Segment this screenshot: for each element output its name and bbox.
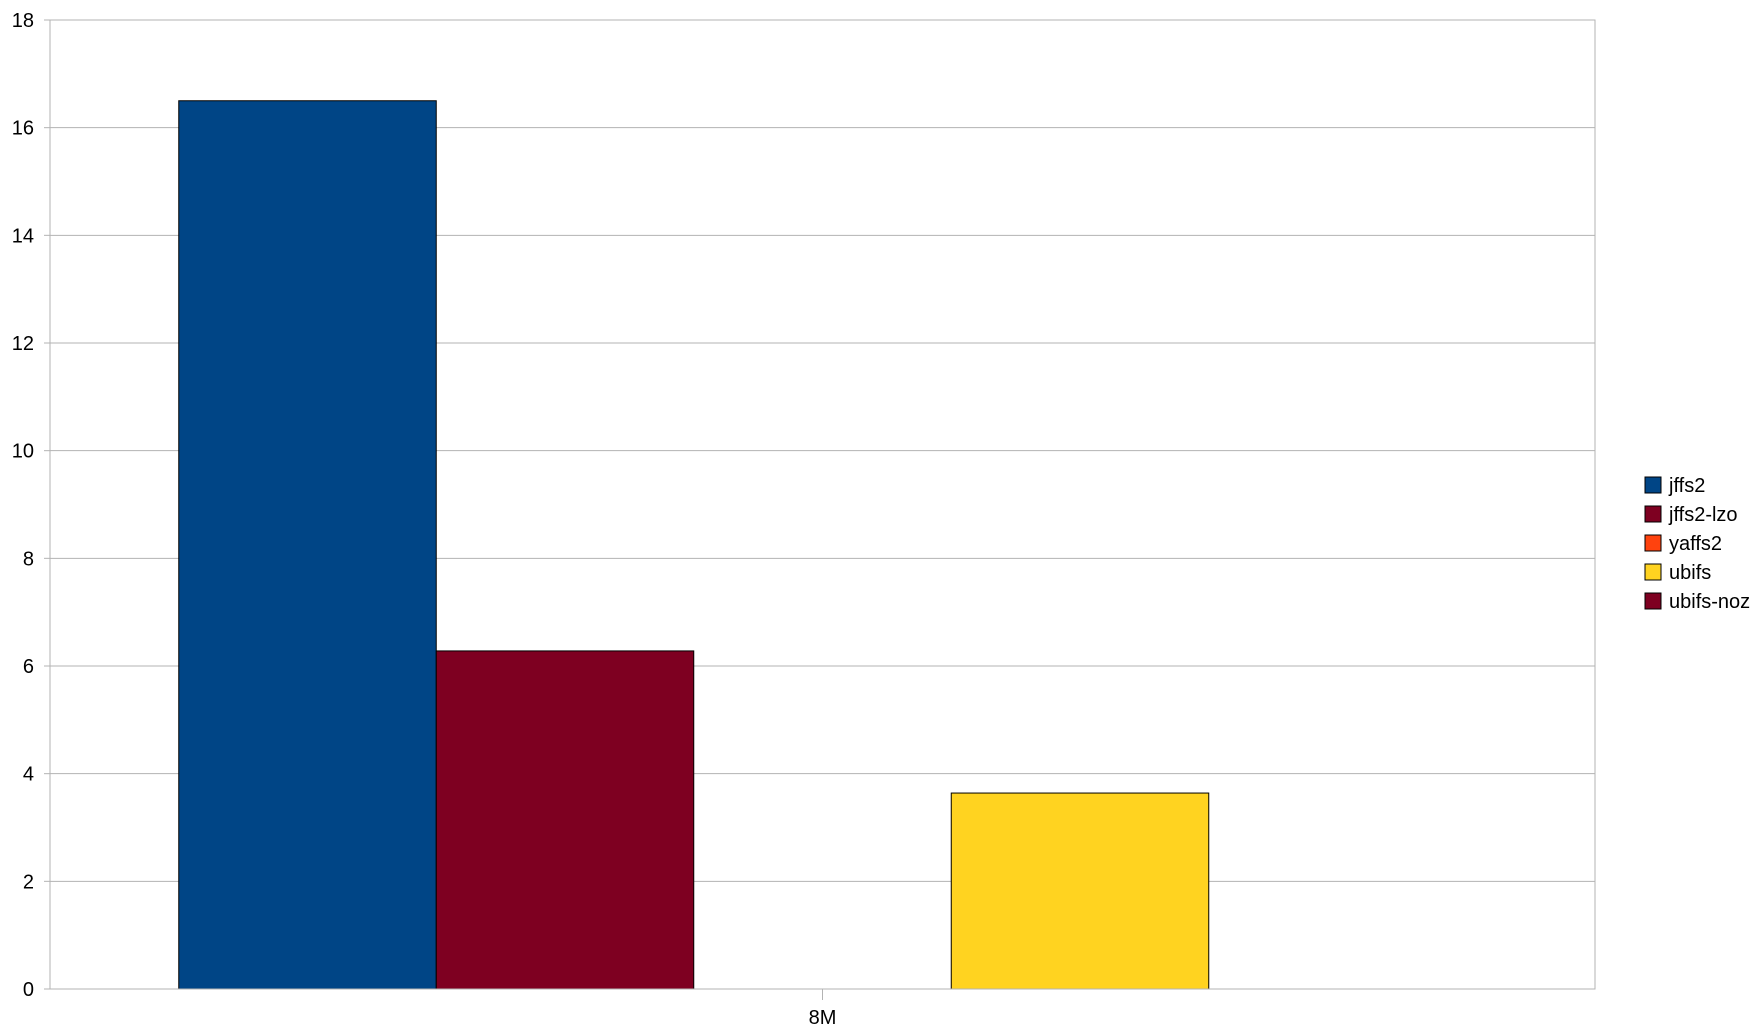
- bar-jffs2-8M: [178, 100, 437, 990]
- y-tick-label: 4: [23, 764, 34, 786]
- y-tick-label: 14: [12, 225, 34, 247]
- y-axis: 0 2 4 6 8 10 12 14 16 18: [12, 10, 50, 1001]
- legend-swatch-jffs2-lzo: [1644, 505, 1662, 523]
- y-tick-label: 2: [23, 871, 34, 893]
- legend-label-jffs2-lzo: jffs2-lzo: [1668, 504, 1738, 526]
- y-tick-label: 6: [23, 656, 34, 678]
- y-tick-label: 8: [23, 548, 34, 570]
- legend-swatch-jffs2: [1644, 476, 1662, 494]
- legend-swatch-yaffs2: [1644, 534, 1662, 552]
- bar-jffs2-lzo-8M: [435, 650, 695, 990]
- legend-label-yaffs2: yaffs2: [1669, 533, 1722, 555]
- legend-swatch-ubifs: [1644, 563, 1662, 581]
- y-tick-label: 0: [23, 979, 34, 1001]
- legend: jffs2 jffs2-lzo yaffs2 ubifs ubifs-noz: [1644, 475, 1750, 613]
- y-tick-label: 16: [12, 118, 34, 140]
- legend-label-ubifs-noz: ubifs-noz: [1669, 591, 1750, 613]
- y-tick-label: 12: [12, 333, 34, 355]
- bars: [178, 100, 1210, 990]
- legend-label-ubifs: ubifs: [1669, 562, 1711, 584]
- legend-swatch-ubifs-noz: [1644, 592, 1662, 610]
- legend-label-jffs2: jffs2: [1668, 475, 1705, 497]
- y-tick-label: 10: [12, 441, 34, 463]
- y-tick-label: 18: [12, 10, 34, 32]
- bar-ubifs-8M: [950, 792, 1210, 990]
- x-tick-label: 8M: [809, 1007, 837, 1028]
- x-axis: 8M: [50, 988, 1595, 1029]
